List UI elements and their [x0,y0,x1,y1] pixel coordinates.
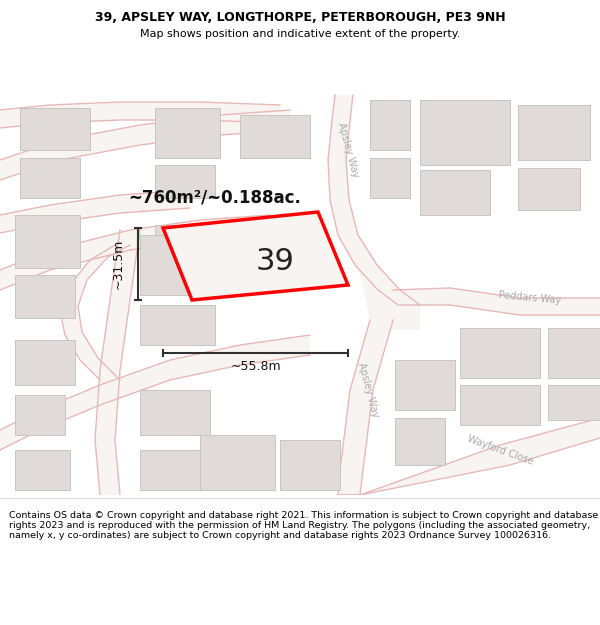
Polygon shape [15,340,75,385]
Polygon shape [420,100,510,165]
Polygon shape [393,288,600,315]
Text: Apsley Way: Apsley Way [336,121,360,179]
Polygon shape [20,108,90,150]
Polygon shape [518,105,590,160]
Polygon shape [140,390,210,435]
Polygon shape [235,230,290,268]
Text: Apsley Way: Apsley Way [356,361,380,419]
Polygon shape [155,108,220,158]
Polygon shape [420,170,490,215]
Polygon shape [163,212,348,300]
Polygon shape [0,335,310,450]
Text: ~31.5m: ~31.5m [112,239,125,289]
Polygon shape [0,190,190,233]
Polygon shape [15,450,70,490]
Polygon shape [240,115,310,158]
Text: ~760m²/~0.188ac.: ~760m²/~0.188ac. [128,189,301,207]
Text: 39: 39 [256,247,295,276]
Polygon shape [15,275,75,318]
Text: Map shows position and indicative extent of the property.: Map shows position and indicative extent… [140,29,460,39]
Polygon shape [20,158,80,198]
Text: 39, APSLEY WAY, LONGTHORPE, PETERBOROUGH, PE3 9NH: 39, APSLEY WAY, LONGTHORPE, PETERBOROUGH… [95,11,505,24]
Polygon shape [460,385,540,425]
Polygon shape [155,165,215,198]
Polygon shape [358,265,420,330]
Polygon shape [60,245,130,380]
Polygon shape [460,328,540,378]
Polygon shape [155,225,230,270]
Text: Contains OS data © Crown copyright and database right 2021. This information is : Contains OS data © Crown copyright and d… [9,511,598,541]
Polygon shape [15,215,80,268]
Polygon shape [0,102,280,128]
Polygon shape [0,215,270,290]
Polygon shape [548,385,600,420]
Polygon shape [140,305,215,345]
Polygon shape [0,110,290,180]
Polygon shape [140,235,215,295]
Polygon shape [15,395,65,435]
Polygon shape [518,168,580,210]
Text: Peddars Way: Peddars Way [498,290,562,306]
Polygon shape [338,418,600,495]
Polygon shape [200,435,275,490]
Polygon shape [338,320,393,495]
Polygon shape [370,100,410,150]
Text: Wayford Close: Wayford Close [466,433,535,467]
Polygon shape [280,440,340,490]
Polygon shape [395,360,455,410]
Polygon shape [140,450,200,490]
Polygon shape [548,328,600,378]
Polygon shape [95,230,140,495]
Text: ~55.8m: ~55.8m [230,361,281,374]
Polygon shape [395,418,445,465]
Polygon shape [328,95,420,305]
Polygon shape [370,158,410,198]
